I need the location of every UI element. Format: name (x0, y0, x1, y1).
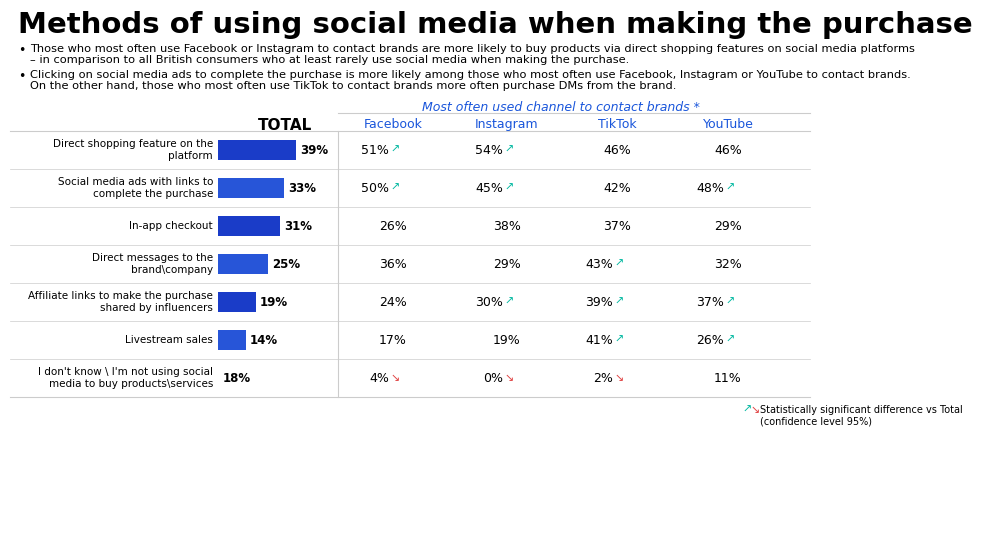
Text: 14%: 14% (250, 333, 278, 346)
Text: 17%: 17% (379, 333, 407, 346)
Text: 39%: 39% (585, 295, 613, 308)
Text: 31%: 31% (284, 220, 312, 233)
Text: Methods of using social media when making the purchase: Methods of using social media when makin… (18, 11, 973, 39)
Text: 46%: 46% (603, 143, 631, 156)
Text: •: • (18, 70, 25, 83)
Text: ↘: ↘ (750, 405, 759, 415)
Text: YouTube: YouTube (703, 118, 753, 131)
Text: 38%: 38% (493, 220, 521, 233)
Text: ↗: ↗ (614, 259, 623, 269)
Text: 32%: 32% (714, 258, 742, 270)
FancyBboxPatch shape (218, 216, 280, 236)
Text: ↗: ↗ (742, 405, 751, 415)
Text: 41%: 41% (585, 333, 613, 346)
Text: 37%: 37% (696, 295, 724, 308)
Text: 50%: 50% (361, 181, 389, 195)
Text: ↗: ↗ (725, 183, 734, 193)
Text: 26%: 26% (379, 220, 407, 233)
Text: Instagram: Instagram (475, 118, 539, 131)
Text: 18%: 18% (223, 372, 251, 385)
Text: 33%: 33% (288, 181, 316, 195)
Text: ↗: ↗ (390, 145, 399, 155)
Text: ↗: ↗ (504, 297, 513, 307)
Text: ↗: ↗ (390, 183, 399, 193)
Text: 39%: 39% (300, 143, 328, 156)
Text: 0%: 0% (483, 372, 503, 385)
Text: TOTAL: TOTAL (258, 118, 312, 133)
Text: 30%: 30% (475, 295, 503, 308)
Text: 37%: 37% (603, 220, 631, 233)
Text: 29%: 29% (493, 258, 521, 270)
Text: 29%: 29% (714, 220, 742, 233)
Text: 2%: 2% (593, 372, 613, 385)
Text: ↘: ↘ (504, 373, 513, 383)
Text: Those who most often use Facebook or Instagram to contact brands are more likely: Those who most often use Facebook or Ins… (30, 44, 915, 54)
Text: Most often used channel to contact brands *: Most often used channel to contact brand… (422, 101, 699, 114)
Text: 4%: 4% (369, 372, 389, 385)
Text: On the other hand, those who most often use TikTok to contact brands more often : On the other hand, those who most often … (30, 81, 676, 91)
FancyBboxPatch shape (218, 292, 256, 312)
Text: Direct shopping feature on the
platform: Direct shopping feature on the platform (53, 139, 213, 161)
Text: ↗: ↗ (614, 297, 623, 307)
Text: ↘: ↘ (614, 373, 623, 383)
Text: 42%: 42% (603, 181, 631, 195)
Text: Affiliate links to make the purchase
shared by influencers: Affiliate links to make the purchase sha… (28, 291, 213, 313)
FancyBboxPatch shape (218, 140, 296, 160)
Text: I don't know \ I'm not using social
media to buy products\services: I don't know \ I'm not using social medi… (38, 367, 213, 389)
Text: 19%: 19% (493, 333, 521, 346)
Text: 24%: 24% (379, 295, 407, 308)
Text: 48%: 48% (696, 181, 724, 195)
Text: Clicking on social media ads to complete the purchase is more likely among those: Clicking on social media ads to complete… (30, 70, 911, 80)
Text: ↗: ↗ (504, 183, 513, 193)
Text: ↗: ↗ (725, 335, 734, 345)
Text: 26%: 26% (696, 333, 724, 346)
Text: – in comparison to all British consumers who at least rarely use social media wh: – in comparison to all British consumers… (30, 55, 629, 65)
Text: 51%: 51% (361, 143, 389, 156)
Text: 46%: 46% (714, 143, 742, 156)
FancyBboxPatch shape (218, 330, 246, 350)
Text: Direct messages to the
brand\company: Direct messages to the brand\company (92, 253, 213, 275)
Text: 11%: 11% (714, 372, 742, 385)
Text: ↘: ↘ (390, 373, 399, 383)
Text: In-app checkout: In-app checkout (129, 221, 213, 231)
Text: 54%: 54% (475, 143, 503, 156)
Text: Statistically significant difference vs Total
(confidence level 95%): Statistically significant difference vs … (760, 405, 963, 427)
Text: 25%: 25% (272, 258, 300, 270)
Text: 19%: 19% (260, 295, 288, 308)
Text: 43%: 43% (585, 258, 613, 270)
Text: 36%: 36% (379, 258, 407, 270)
FancyBboxPatch shape (218, 178, 284, 198)
Text: ↗: ↗ (504, 145, 513, 155)
Text: Facebook: Facebook (364, 118, 422, 131)
Text: •: • (18, 44, 25, 57)
Text: Livestream sales: Livestream sales (125, 335, 213, 345)
Text: ↗: ↗ (614, 335, 623, 345)
Text: 45%: 45% (475, 181, 503, 195)
Text: ↗: ↗ (725, 297, 734, 307)
FancyBboxPatch shape (218, 254, 268, 274)
Text: TikTok: TikTok (598, 118, 636, 131)
Text: Social media ads with links to
complete the purchase: Social media ads with links to complete … (58, 177, 213, 199)
